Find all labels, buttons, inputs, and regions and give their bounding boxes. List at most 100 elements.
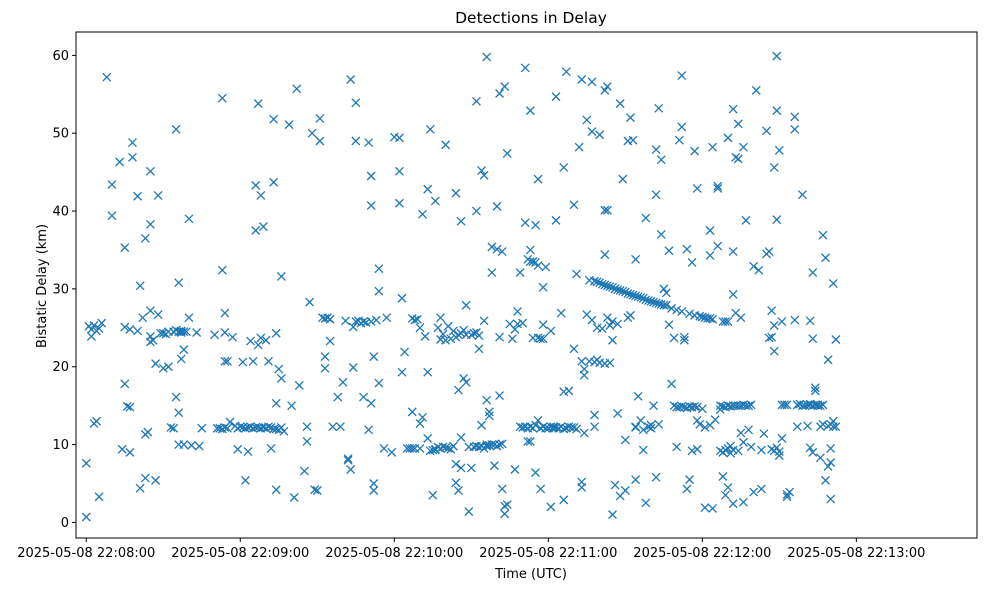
detection-point-130 bbox=[276, 271, 286, 281]
detection-point-397 bbox=[602, 82, 612, 91]
detection-point-439 bbox=[638, 445, 648, 455]
detection-point-288 bbox=[495, 391, 505, 401]
detection-point-194 bbox=[400, 347, 410, 357]
detection-point-226 bbox=[441, 443, 451, 453]
detection-point-22 bbox=[125, 447, 135, 457]
detection-point-488 bbox=[685, 309, 694, 319]
detection-point-528 bbox=[720, 445, 730, 455]
detection-point-585 bbox=[774, 145, 784, 155]
detection-point-365 bbox=[577, 356, 587, 366]
detection-point-180 bbox=[369, 352, 379, 362]
detection-point-62 bbox=[176, 354, 186, 364]
detection-point-478 bbox=[677, 122, 687, 132]
detection-point-29 bbox=[135, 483, 145, 493]
detection-point-520 bbox=[715, 401, 725, 411]
detection-point-183 bbox=[374, 286, 384, 296]
detection-point-282 bbox=[492, 441, 502, 451]
detection-point-452 bbox=[651, 190, 661, 200]
detection-point-120 bbox=[269, 177, 279, 187]
detection-point-554 bbox=[738, 437, 748, 447]
y-tick-label-5: 50 bbox=[52, 127, 69, 142]
detection-point-592 bbox=[782, 400, 792, 410]
detection-point-55 bbox=[171, 124, 181, 134]
detection-point-286 bbox=[495, 89, 505, 98]
x-tick-label-1: 2025-05-08 22:09:00 bbox=[171, 546, 309, 561]
detection-point-259 bbox=[471, 206, 481, 216]
detection-point-444 bbox=[643, 422, 653, 432]
detection-point-443 bbox=[643, 296, 653, 306]
detection-point-499 bbox=[695, 311, 705, 321]
detection-point-218 bbox=[430, 196, 440, 206]
detection-point-306 bbox=[518, 318, 528, 328]
detection-point-343 bbox=[548, 422, 558, 432]
detection-point-158 bbox=[343, 454, 353, 464]
x-tick-label-2: 2025-05-08 22:10:00 bbox=[325, 546, 463, 561]
detection-point-270 bbox=[482, 52, 492, 62]
detection-point-207 bbox=[418, 209, 427, 219]
detection-point-542 bbox=[728, 247, 738, 256]
detection-point-27 bbox=[133, 191, 143, 201]
detection-point-589 bbox=[777, 433, 787, 443]
detection-point-144 bbox=[315, 113, 325, 123]
detection-point-132 bbox=[284, 120, 294, 130]
detection-point-262 bbox=[474, 344, 484, 354]
detection-point-411 bbox=[613, 319, 623, 329]
x-tick-label-0: 2025-05-08 22:08:00 bbox=[17, 546, 155, 561]
detection-point-145 bbox=[315, 136, 325, 146]
detection-point-299 bbox=[510, 465, 520, 474]
detection-point-3 bbox=[86, 324, 96, 334]
detection-point-464 bbox=[664, 246, 674, 256]
detection-point-357 bbox=[564, 386, 574, 396]
detection-point-213 bbox=[425, 124, 435, 134]
detection-point-424 bbox=[626, 113, 635, 123]
detection-point-31 bbox=[140, 233, 150, 243]
detection-point-278 bbox=[487, 242, 497, 252]
detection-point-141 bbox=[307, 128, 317, 138]
detection-point-151 bbox=[325, 314, 335, 324]
detection-point-223 bbox=[436, 313, 445, 323]
detection-point-557 bbox=[741, 215, 751, 225]
detection-point-284 bbox=[492, 201, 502, 211]
detection-point-494 bbox=[690, 146, 700, 156]
detection-point-527 bbox=[720, 490, 730, 500]
detection-point-325 bbox=[533, 174, 543, 184]
detection-point-59 bbox=[174, 278, 184, 288]
detection-point-215 bbox=[428, 490, 438, 500]
detection-point-238 bbox=[451, 188, 461, 198]
detection-point-214 bbox=[428, 445, 438, 455]
detection-point-441 bbox=[641, 498, 651, 508]
detection-point-203 bbox=[415, 444, 425, 453]
detection-point-157 bbox=[341, 316, 350, 326]
detection-point-266 bbox=[477, 166, 487, 176]
detection-point-372 bbox=[582, 115, 592, 125]
detection-point-334 bbox=[538, 320, 548, 330]
detection-point-556 bbox=[738, 497, 748, 507]
detection-point-525 bbox=[720, 317, 730, 327]
detection-point-406 bbox=[608, 335, 617, 345]
detection-point-468 bbox=[669, 333, 679, 343]
detection-point-287 bbox=[495, 332, 505, 342]
detection-point-67 bbox=[181, 327, 191, 337]
detection-point-436 bbox=[636, 415, 646, 425]
detection-point-409 bbox=[613, 285, 623, 295]
detection-point-169 bbox=[359, 317, 368, 327]
detection-point-68 bbox=[184, 313, 194, 323]
detection-point-224 bbox=[438, 442, 448, 452]
detection-point-332 bbox=[538, 422, 548, 432]
y-tick-label-4: 40 bbox=[52, 205, 69, 220]
detection-point-453 bbox=[651, 472, 661, 482]
detection-point-630 bbox=[823, 355, 833, 365]
detection-point-84 bbox=[222, 423, 232, 433]
detection-point-263 bbox=[474, 331, 484, 341]
detection-point-7 bbox=[92, 416, 101, 426]
detection-point-529 bbox=[723, 317, 733, 327]
detection-point-577 bbox=[769, 346, 779, 356]
detection-point-190 bbox=[394, 166, 404, 176]
detection-point-202 bbox=[412, 314, 422, 324]
detection-point-175 bbox=[366, 171, 376, 181]
detection-point-496 bbox=[692, 184, 702, 193]
detection-point-547 bbox=[733, 154, 743, 164]
detection-point-291 bbox=[497, 247, 507, 256]
detection-point-121 bbox=[269, 114, 279, 124]
detection-point-205 bbox=[415, 323, 425, 333]
